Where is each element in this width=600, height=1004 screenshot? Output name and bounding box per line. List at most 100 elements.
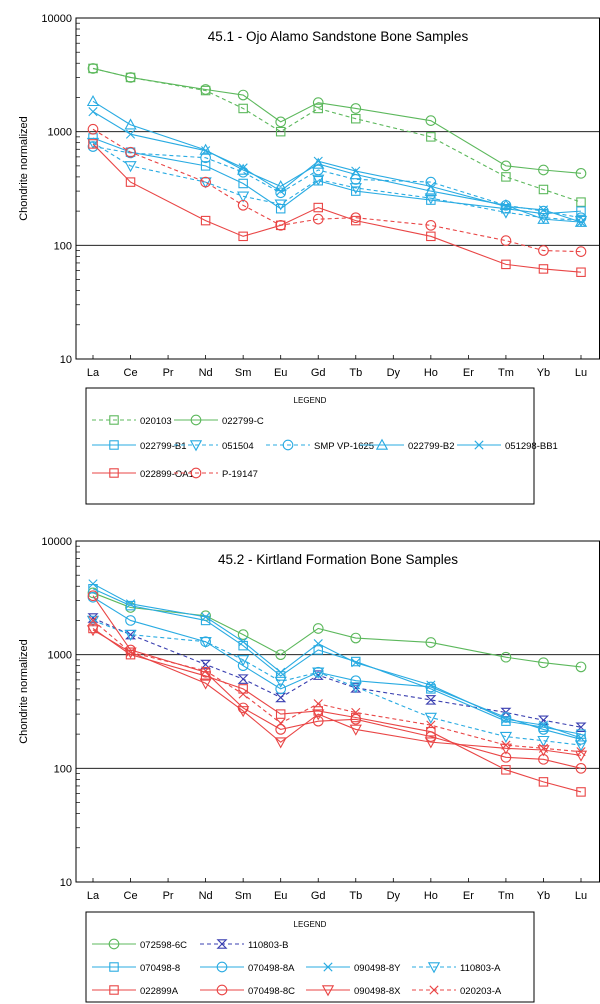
chart1-data-point (424, 193, 437, 205)
chart2-legend-box (85, 911, 535, 1003)
chart2-legend-entry: 110803-B (200, 939, 289, 951)
chart1-data-point (87, 141, 99, 152)
chart2-data-point (276, 718, 286, 728)
chart1-legend-label: P-19147 (222, 469, 258, 480)
chart1-legend-entry: 020103 (92, 415, 172, 427)
chart2-series-line (92, 629, 582, 756)
chart2-data-point (237, 706, 250, 718)
chart2-legend-entry: 110803-A (412, 962, 501, 974)
chart1-legend-label: 051504 (222, 441, 254, 452)
chart1-x-tick-label: Lu (575, 367, 587, 379)
chart2-y-tick-label: 10 (60, 877, 72, 889)
chart2-legend-label: 110803-B (248, 940, 289, 951)
chart2-data-point (87, 590, 99, 602)
chart1-data-point (426, 132, 436, 142)
chart2-x-tick-label: Nd (199, 890, 213, 902)
chart1-data-point (238, 178, 248, 189)
chart2-legend-entry: 022899A (92, 985, 179, 997)
chart1-data-point (275, 116, 287, 128)
chart1-data-point (313, 156, 323, 166)
chart2-data-point (312, 709, 325, 721)
chart1-legend-entry: SMP VP-1625 (266, 439, 374, 452)
chart1-x-tick-label: Gd (311, 367, 326, 379)
chart2-data-point (274, 737, 287, 749)
chart1-data-point (87, 123, 99, 135)
chart2-data-point (424, 712, 437, 724)
chart1-data-point (312, 97, 324, 109)
chart1-data-point (426, 181, 436, 191)
chart1-legend-label: 022799-C (222, 416, 264, 427)
chart1-legend-entry: P-19147 (174, 467, 258, 480)
chart2-x-tick-label: Gd (311, 890, 326, 902)
chart2-legend-entry: 070498-8 (92, 962, 180, 974)
chart1-series-line (92, 143, 582, 273)
chart2-series-9 (86, 625, 588, 762)
chart1-data-point (500, 235, 512, 246)
chart1-data-point (275, 187, 287, 199)
chart1-title: 45.1 - Ojo Alamo Sandstone Bone Samples (208, 29, 469, 44)
chart1-data-point (538, 245, 549, 256)
chart2-legend-entry: 072598-6C (92, 938, 187, 951)
chart2-legend-label: 110803-A (460, 963, 501, 974)
chart2-x-tick-label: Tm (498, 890, 514, 902)
chart1-data-point (88, 107, 98, 117)
chart2-data-point (313, 699, 323, 709)
chart1-x-tick-label: Pr (163, 367, 174, 379)
chart1-data-point (200, 84, 211, 95)
chart1-y-tick-label: 1000 (48, 127, 72, 139)
chart2-data-point (426, 680, 436, 690)
chart1-data-point (576, 206, 586, 216)
chart2-series-2 (87, 613, 587, 732)
chart1-data-point (351, 113, 361, 124)
chart2-data-point (538, 720, 549, 730)
chart1-x-tick-label: Sm (235, 367, 252, 379)
chart2-data-point (125, 599, 136, 609)
chart2-legend-label: 090498-8Y (354, 963, 401, 974)
chart1-series-line (92, 67, 582, 203)
chart2-legend-marker (323, 962, 333, 972)
chart1-data-point (86, 94, 100, 107)
chart2-x-tick-label: Yb (537, 890, 550, 902)
chart1-legend-label: 022899-OA1 (140, 469, 194, 480)
chart2-data-point (313, 645, 323, 655)
chart2-data-point (575, 661, 587, 673)
chart1-legend-entry: 022799-C (174, 414, 264, 427)
chart1-data-point (125, 72, 136, 83)
chart2-data-point (575, 762, 587, 774)
chart2-data-point (275, 649, 287, 661)
chart1-series-7 (88, 107, 586, 227)
chart2-legend-label: 020203-A (460, 986, 502, 997)
chart2-legend-marker (109, 962, 119, 972)
chart1-x-tick-label: Ho (424, 367, 438, 379)
chart1-x-tick-label: Eu (274, 367, 287, 379)
chart2-legend-label: 022899A (140, 986, 179, 997)
chart1-series-line (92, 145, 582, 219)
chart2-x-tick-label: Dy (387, 890, 401, 902)
chart1-series-2 (87, 63, 587, 179)
chart2-x-tick-label: Tb (349, 890, 362, 902)
chart1-data-point (88, 139, 98, 149)
chart2-series-6 (86, 615, 588, 752)
chart2-legend-marker (216, 984, 228, 996)
chart1-data-point (200, 215, 211, 226)
chart1-data-point (351, 186, 361, 196)
chart2-legend-entry: 090498-8Y (306, 962, 401, 974)
chart1-legend-marker (109, 468, 119, 478)
chart1-legend-entry: 051298-BB1 (457, 440, 558, 452)
chart1-data-point (425, 219, 437, 231)
chart2-data-point (237, 629, 249, 641)
chart2-x-tick-label: Sm (235, 890, 252, 902)
chart2-title: 45.2 - Kirtland Formation Bone Samples (218, 552, 458, 567)
chart2-x-tick-label: Eu (274, 890, 287, 902)
chart2-data-point (501, 740, 511, 750)
chart2-data-point (276, 667, 286, 677)
chart1-data-point (538, 205, 549, 215)
chart1-legend-marker (189, 440, 203, 452)
chart1-data-point (313, 202, 323, 213)
chart1-x-tick-label: Ce (124, 367, 138, 379)
chart2-data-point (125, 600, 136, 611)
chart2-data-point (351, 658, 361, 668)
chart1-series-1 (88, 63, 586, 207)
chart2-y-tick-label: 10000 (41, 536, 72, 548)
chart2-legend-label: 070498-8A (248, 963, 295, 974)
